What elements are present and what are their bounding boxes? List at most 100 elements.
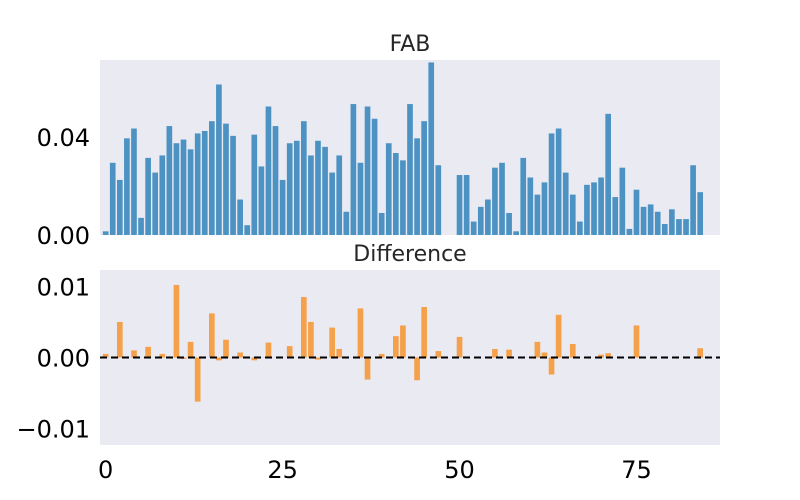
bar [371,118,378,235]
bar [279,179,286,235]
bar [555,128,562,235]
bar [697,348,704,358]
bar [414,138,420,235]
panel-fab-title: FAB [390,32,431,57]
bar [421,121,427,235]
bar [230,135,236,235]
bar [336,155,343,235]
bar [244,225,251,235]
bar [477,206,484,235]
bar [237,352,243,358]
bar [435,165,442,235]
bar [124,138,130,235]
bar [364,357,371,380]
bar [201,130,208,235]
bar [194,357,201,402]
bar [577,221,583,235]
bar [385,143,392,235]
bar [492,348,498,358]
bar [187,341,194,358]
x-tick-label: 25 [267,456,298,484]
bar [626,228,633,235]
bar [633,325,640,358]
bar [683,219,689,235]
bar [400,160,406,235]
bar [322,146,328,235]
bar [470,221,477,235]
bar [343,211,350,235]
panel-difference: Difference −0.01 0.00 0.01 0 25 50 75 [16,242,720,484]
bar [223,339,229,358]
bar [131,350,137,358]
bar [541,352,548,358]
bar [612,197,619,235]
panel-difference-x-axis: 0 25 50 75 [98,456,652,484]
bar [265,106,272,235]
bar [258,166,265,235]
bar [506,212,512,235]
panel-fab: FAB 0.00 0.04 [37,32,720,250]
bar [548,133,555,235]
bar [513,231,519,235]
bar [286,346,293,358]
panel-difference-bars [102,284,704,402]
bar [569,343,576,358]
bar [407,104,413,235]
bar [378,353,385,358]
bar [562,172,569,235]
bar [152,172,159,235]
bar [308,155,314,235]
bar [435,351,442,358]
bar [301,121,307,235]
x-tick-label: 0 [98,456,113,484]
bar [329,172,335,235]
bar [520,157,527,235]
bar [534,194,541,235]
panel-fab-y-axis: 0.00 0.04 [37,124,90,250]
bar [555,314,562,358]
bar [209,313,215,358]
bar [633,189,640,235]
bar [378,212,385,235]
bar [492,167,498,235]
bar [676,219,682,235]
bar [286,143,293,235]
bar [584,184,590,235]
bar [414,357,420,381]
bar [301,297,307,358]
bar [251,134,258,235]
bar [180,139,187,235]
bar [569,194,576,235]
bar [159,353,166,358]
bar [138,217,144,235]
bar [251,357,258,361]
y-tick-label: 0.04 [37,124,90,152]
bar [116,179,123,235]
bar [697,192,704,235]
bar [116,321,123,358]
bar [194,133,201,235]
bar [690,165,696,235]
bar [102,353,109,358]
bar [315,140,321,235]
bar [109,162,116,235]
bar [329,327,335,358]
bar [598,177,604,235]
bar [421,306,427,358]
bar [548,357,555,375]
bar [499,162,505,235]
bar [591,182,597,235]
bar [315,357,321,360]
y-tick-label: 0.01 [37,273,90,301]
bar [293,140,300,235]
panel-fab-bars [102,62,704,236]
bar [534,341,541,358]
bar [308,321,314,358]
bar [393,336,399,358]
bar [456,175,463,235]
panel-difference-y-axis: −0.01 0.00 0.01 [16,273,90,443]
x-tick-label: 75 [621,456,652,484]
bar [272,126,279,235]
bar [661,223,668,235]
